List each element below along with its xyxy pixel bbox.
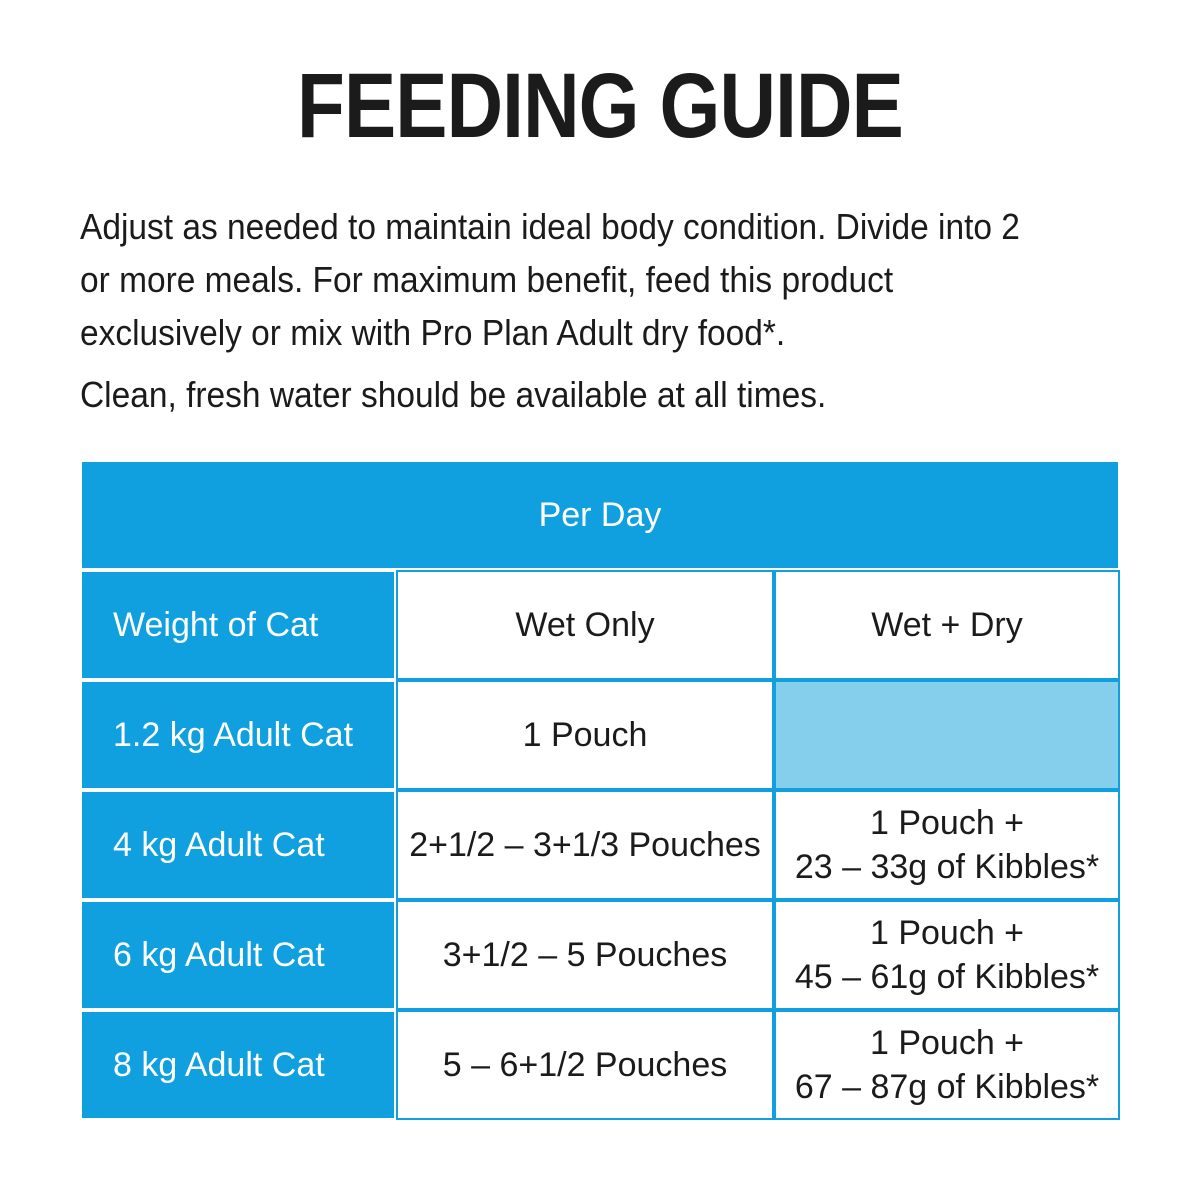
feeding-table: Per Day Weight of Cat Wet Only Wet + Dry… <box>80 460 1120 1120</box>
table-row-weight-cell: 8 kg Adult Cat <box>80 1010 396 1120</box>
table-header-per-day: Per Day <box>80 460 1120 570</box>
table-row-wet-dry-cell: 1 Pouch + 23 – 33g of Kibbles* <box>774 790 1120 900</box>
page-title: FEEDING GUIDE <box>297 55 904 157</box>
table-row-wet-dry-cell-empty <box>774 680 1120 790</box>
table-row-wet-only-cell: 2+1/2 – 3+1/3 Pouches <box>396 790 774 900</box>
table-row-wet-dry-cell: 1 Pouch + 67 – 87g of Kibbles* <box>774 1010 1120 1120</box>
table-row-wet-only-cell: 5 – 6+1/2 Pouches <box>396 1010 774 1120</box>
table-row-wet-only-cell: 3+1/2 – 5 Pouches <box>396 900 774 1010</box>
column-header-weight-of-cat: Weight of Cat <box>80 570 396 680</box>
table-row-wet-dry-cell: 1 Pouch + 45 – 61g of Kibbles* <box>774 900 1120 1010</box>
table-row-weight-cell: 6 kg Adult Cat <box>80 900 396 1010</box>
intro-paragraph: Adjust as needed to maintain ideal body … <box>80 206 1020 353</box>
column-header-wet-dry: Wet + Dry <box>774 570 1120 680</box>
table-row-weight-cell: 4 kg Adult Cat <box>80 790 396 900</box>
column-header-wet-only: Wet Only <box>396 570 774 680</box>
table-row-weight-cell: 1.2 kg Adult Cat <box>80 680 396 790</box>
water-note: Clean, fresh water should be available a… <box>80 374 827 415</box>
table-row-wet-only-cell: 1 Pouch <box>396 680 774 790</box>
